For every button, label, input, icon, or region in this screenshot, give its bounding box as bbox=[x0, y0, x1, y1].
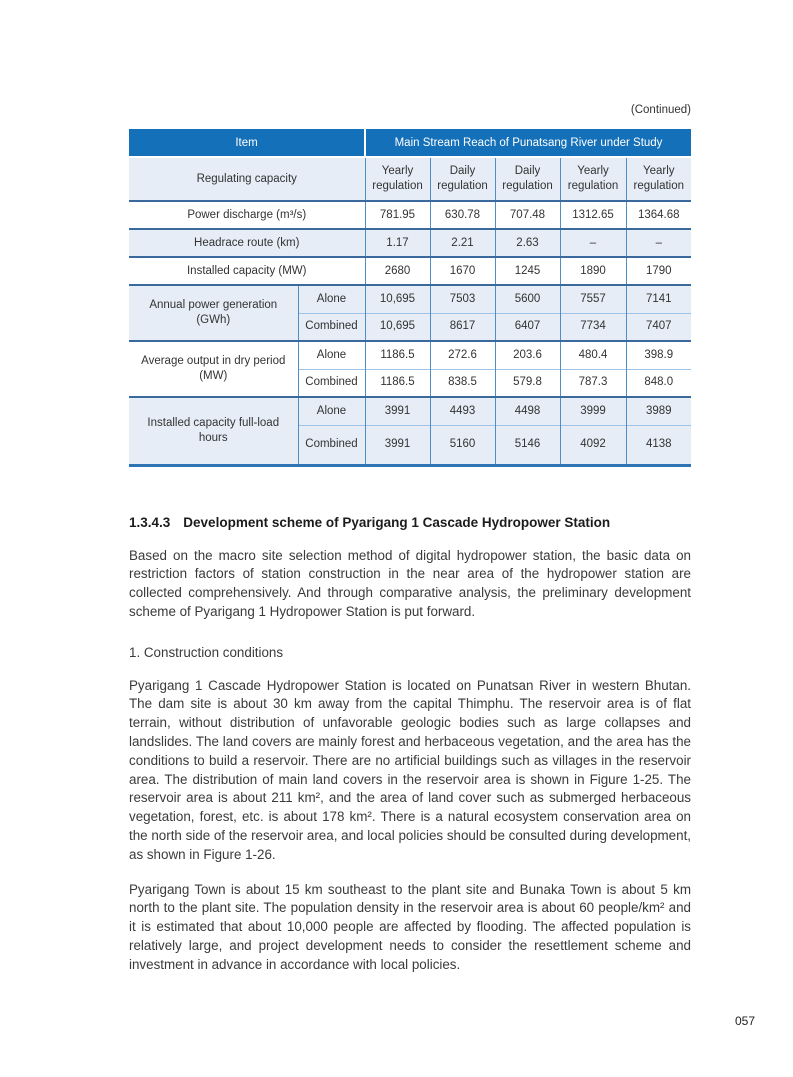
cell-value: Yearly regulation bbox=[559, 157, 626, 201]
cell-value: 4493 bbox=[429, 396, 495, 425]
row-label: Installed capacity full-load hours bbox=[129, 396, 298, 465]
section-title: Development scheme of Pyarigang 1 Cascad… bbox=[183, 514, 611, 530]
paragraph-population: Pyarigang Town is about 15 km southeast … bbox=[129, 881, 691, 972]
cell-value: 7734 bbox=[559, 312, 626, 341]
cell-value: 5146 bbox=[494, 424, 560, 465]
cell-value: – bbox=[559, 228, 626, 257]
row-label: Regulating capacity bbox=[129, 157, 365, 201]
cell-value: 2.21 bbox=[429, 228, 495, 257]
cell-value: 1.17 bbox=[364, 228, 430, 257]
cell-value: 1186.5 bbox=[364, 368, 430, 397]
cell-value: 7557 bbox=[559, 284, 626, 313]
cell-value: 707.48 bbox=[494, 200, 560, 229]
table-row-annual-alone: Annual power generation (GWh) Alone 10,6… bbox=[129, 284, 692, 341]
continued-label: (Continued) bbox=[630, 104, 691, 116]
cell-value: 2680 bbox=[364, 256, 430, 285]
paragraph-intro: Based on the macro site selection method… bbox=[129, 547, 691, 619]
cell-value: 5600 bbox=[494, 284, 560, 313]
table-header-item: Item bbox=[129, 129, 365, 158]
cell-value: 838.5 bbox=[429, 368, 495, 397]
cell-value: 7407 bbox=[625, 312, 692, 341]
table-row-fullload-combined: Combined 3991 5160 5146 4092 4138 bbox=[129, 424, 692, 465]
cell-value: Yearly regulation bbox=[364, 157, 430, 201]
list-heading-construction-conditions: 1. Construction conditions bbox=[129, 644, 284, 660]
cell-value: 1245 bbox=[494, 256, 560, 285]
cell-value: 1312.65 bbox=[559, 200, 626, 229]
cell-value: 3991 bbox=[364, 424, 430, 465]
row-label: Installed capacity (MW) bbox=[129, 256, 365, 285]
row-sublabel: Combined bbox=[297, 312, 365, 341]
row-label: Power discharge (m³/s) bbox=[129, 200, 365, 229]
cell-value: 3991 bbox=[364, 396, 430, 425]
cell-value: 5160 bbox=[429, 424, 495, 465]
row-sublabel: Combined bbox=[297, 424, 365, 465]
cell-value: Daily regulation bbox=[429, 157, 495, 201]
table-row-headrace: Headrace route (km) 1.17 2.21 2.63 – – bbox=[129, 228, 692, 257]
cell-value: 480.4 bbox=[559, 340, 626, 369]
row-sublabel: Alone bbox=[297, 396, 365, 425]
table-header-row: Item Main Stream Reach of Punatsang Rive… bbox=[129, 129, 692, 158]
section-heading: 1.3.4.3 Development scheme of Pyarigang 1… bbox=[129, 515, 691, 530]
paragraph-construction: Pyarigang 1 Cascade Hydropower Station i… bbox=[129, 677, 692, 862]
cell-value: 203.6 bbox=[494, 340, 560, 369]
cell-value: 4138 bbox=[625, 424, 692, 465]
cell-value: 4498 bbox=[494, 396, 560, 425]
table-row-installed-capacity: Installed capacity (MW) 2680 1670 1245 1… bbox=[129, 256, 692, 285]
cell-value: 579.8 bbox=[494, 368, 560, 397]
cell-value: 7503 bbox=[429, 284, 495, 313]
table-row-annual-combined: Combined 10,695 8617 6407 7734 7407 bbox=[129, 312, 692, 341]
row-sublabel: Alone bbox=[297, 340, 365, 369]
cell-value: 1186.5 bbox=[364, 340, 430, 369]
cell-value: 1890 bbox=[559, 256, 626, 285]
cell-value: 630.78 bbox=[429, 200, 495, 229]
cell-value: 398.9 bbox=[625, 340, 692, 369]
cell-value: 781.95 bbox=[364, 200, 430, 229]
cell-value: Daily regulation bbox=[494, 157, 560, 201]
hydropower-comparison-table: Item Main Stream Reach of Punatsang Rive… bbox=[129, 129, 692, 467]
cell-value: – bbox=[625, 228, 692, 257]
table-header-reach: Main Stream Reach of Punatsang River und… bbox=[363, 129, 692, 158]
cell-value: 10,695 bbox=[364, 284, 430, 313]
cell-value: 3999 bbox=[559, 396, 626, 425]
cell-value: 2.63 bbox=[494, 228, 560, 257]
page-number: 057 bbox=[734, 1014, 755, 1028]
cell-value: 848.0 bbox=[625, 368, 692, 397]
cell-value: 272.6 bbox=[429, 340, 495, 369]
row-sublabel: Combined bbox=[297, 368, 365, 397]
table-row-regulating: Regulating capacity Yearly regulation Da… bbox=[129, 157, 692, 201]
content-column: (Continued) Item Main Stream Reach of Pu… bbox=[129, 0, 692, 975]
table-row-power-discharge: Power discharge (m³/s) 781.95 630.78 707… bbox=[129, 200, 692, 229]
cell-value: 1790 bbox=[625, 256, 692, 285]
row-label: Headrace route (km) bbox=[129, 228, 365, 257]
cell-value: 4092 bbox=[559, 424, 626, 465]
cell-value: 3989 bbox=[625, 396, 692, 425]
row-label: Annual power generation (GWh) bbox=[129, 284, 298, 341]
table-row-fullload-alone: Installed capacity full-load hours Alone… bbox=[129, 396, 692, 465]
cell-value: 8617 bbox=[429, 312, 495, 341]
cell-value: 1364.68 bbox=[625, 200, 692, 229]
row-sublabel: Alone bbox=[297, 284, 365, 313]
cell-value: 7141 bbox=[625, 284, 692, 313]
row-label: Average output in dry period (MW) bbox=[129, 340, 298, 397]
cell-value: 1670 bbox=[429, 256, 495, 285]
cell-value: 787.3 bbox=[559, 368, 626, 397]
cell-value: 6407 bbox=[494, 312, 560, 341]
section-number: 1.3.4.3 bbox=[129, 514, 171, 530]
table-row-avg-output-alone: Average output in dry period (MW) Alone … bbox=[129, 340, 692, 397]
cell-value: 10,695 bbox=[364, 312, 430, 341]
table-row-avg-output-combined: Combined 1186.5 838.5 579.8 787.3 848.0 bbox=[129, 368, 692, 397]
cell-value: Yearly regulation bbox=[625, 157, 692, 201]
